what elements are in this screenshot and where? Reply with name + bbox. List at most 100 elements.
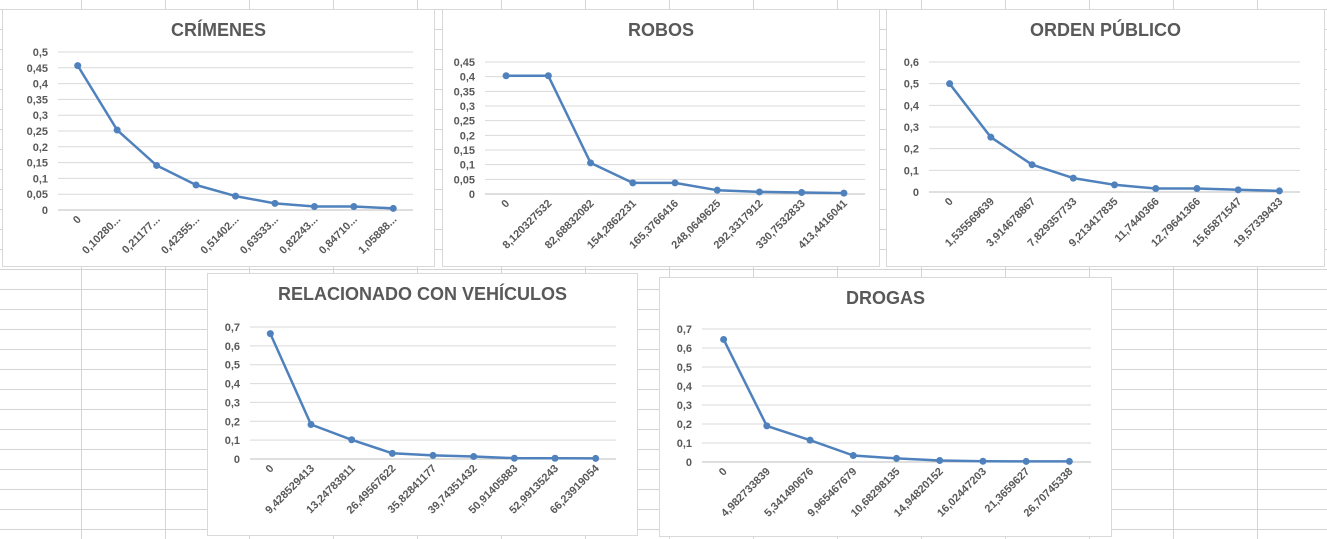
y-tick-label: 0,3 [460,101,475,113]
data-point[interactable] [348,436,356,444]
data-point[interactable] [720,335,728,343]
data-point[interactable] [1234,186,1242,194]
data-point[interactable] [510,454,518,462]
x-tick-label: 0 [264,463,277,476]
y-tick-label: 0,15 [454,145,475,157]
chart-plot: 00,050,10,150,20,250,30,350,40,450,500,1… [27,47,413,257]
data-point[interactable] [1069,174,1077,182]
data-point[interactable] [1111,181,1118,189]
y-tick-label: 0,5 [904,79,919,91]
x-tick-label: 0,63533... [238,214,281,257]
data-point[interactable] [502,72,510,80]
data-point[interactable] [987,133,995,141]
y-tick-label: 0,5 [677,362,692,374]
y-tick-label: 0,6 [904,57,919,69]
data-point[interactable] [192,181,200,189]
y-tick-label: 0,2 [904,144,919,156]
data-point[interactable] [1028,161,1036,169]
data-point[interactable] [470,453,478,461]
data-point[interactable] [806,436,814,444]
data-point[interactable] [1065,457,1073,465]
chart-title: CRÍMENES [170,20,266,40]
y-tick-label: 0,45 [27,63,48,75]
chart-title: ORDEN PÚBLICO [1029,20,1181,40]
y-tick-label: 0 [42,205,48,217]
y-tick-label: 0,35 [454,86,475,98]
data-point[interactable] [266,330,274,338]
data-point[interactable] [936,456,944,464]
data-point[interactable] [763,422,771,430]
y-tick-label: 0,1 [33,173,48,185]
y-tick-label: 0,1 [460,160,475,172]
y-tick-label: 0,3 [677,400,692,412]
data-point[interactable] [429,451,437,459]
y-tick-label: 0,2 [677,419,692,431]
chart-title: RELACIONADO CON VEHÍCULOS [277,284,567,304]
data-point[interactable] [946,80,954,88]
y-tick-label: 0,45 [454,57,475,69]
data-point[interactable] [113,126,121,134]
data-point[interactable] [979,457,987,465]
data-point[interactable] [1152,185,1160,193]
y-tick-label: 0,3 [225,397,240,409]
y-tick-label: 0 [234,454,240,466]
data-point[interactable] [1022,457,1030,465]
y-tick-label: 0,4 [460,72,476,84]
data-point[interactable] [713,186,721,194]
data-point[interactable] [310,203,318,211]
data-point[interactable] [1193,185,1201,193]
data-point[interactable] [840,189,848,197]
chart-title: DROGAS [845,288,925,308]
y-tick-label: 0,7 [677,324,692,336]
chart-plot: 00,10,20,30,40,50,601,5355696393,9146788… [904,57,1300,250]
data-point[interactable] [551,454,559,462]
x-tick-label: 0,51402... [199,214,242,257]
data-point[interactable] [389,204,397,212]
data-point[interactable] [592,454,600,462]
data-point[interactable] [798,189,806,197]
chart-crimenes[interactable]: CRÍMENES 0 0,05 0,1 0,15 0,2 0,25 0,3 0,35 0,4 0,… [2,9,435,267]
data-point[interactable] [587,159,595,167]
y-tick-label: 0,1 [904,165,919,177]
data-point[interactable] [388,449,396,457]
data-point[interactable] [74,62,82,70]
data-point[interactable] [755,188,763,196]
y-tick-label: 0,2 [33,142,48,154]
y-tick-label: 0,7 [225,322,240,334]
x-tick-label: 0 [943,196,956,209]
series-line [948,82,1280,193]
data-point[interactable] [671,179,679,187]
chart-robos[interactable]: ROBOS 0 0,05 0,1 0,15 0,2 0,25 0,3 0,35 0,4 0,45 0… [442,9,880,267]
data-point[interactable] [271,199,279,207]
data-point[interactable] [232,192,239,200]
y-tick-label: 0,05 [454,174,475,186]
y-tick-label: 0,15 [27,158,48,170]
data-point[interactable] [893,454,900,462]
x-tick-label: 0,21177... [120,214,163,257]
y-tick-label: 0,3 [33,110,48,122]
data-point[interactable] [307,420,315,428]
y-tick-label: 0,4 [33,79,49,91]
data-point[interactable] [1275,187,1283,195]
chart-drogas[interactable]: DROGAS 0 0,1 0,2 0,3 0,4 0,5 0,6 0,7 0 4,98273383… [659,277,1112,537]
data-point[interactable] [350,203,358,211]
x-tick-label: 0 [71,214,84,227]
data-point[interactable] [629,179,637,187]
chart-plot: 00,10,20,30,40,50,60,704,9827338395,3414… [677,324,1091,520]
x-tick-label: 1,05888... [356,214,399,257]
chart-relacionado-con-vehiculos[interactable]: RELACIONADO CON VEHÍCULOS 0 0,1 0,2 0,3 0,4 0… [207,273,638,536]
chart-title: ROBOS [627,20,694,40]
y-tick-label: 0,4 [225,379,241,391]
chart-plot: 00,050,10,150,20,250,30,350,40,4508,1203… [454,57,865,252]
chart-plot: 00,10,20,30,40,50,60,709,42852941313,247… [225,322,616,517]
chart-orden-publico[interactable]: ORDEN PÚBLICO 0 0,1 0,2 0,3 0,4 0,5 0,6 0 1,5355… [886,9,1325,267]
x-tick-label: 0,10280... [80,214,123,257]
y-tick-label: 0,4 [904,100,920,112]
data-point[interactable] [153,161,161,169]
series-line [506,74,844,195]
x-tick-label: 0 [717,466,730,479]
data-point[interactable] [544,72,552,80]
data-point[interactable] [849,452,857,460]
y-tick-label: 0,5 [33,47,48,59]
y-tick-label: 0,3 [904,122,919,134]
